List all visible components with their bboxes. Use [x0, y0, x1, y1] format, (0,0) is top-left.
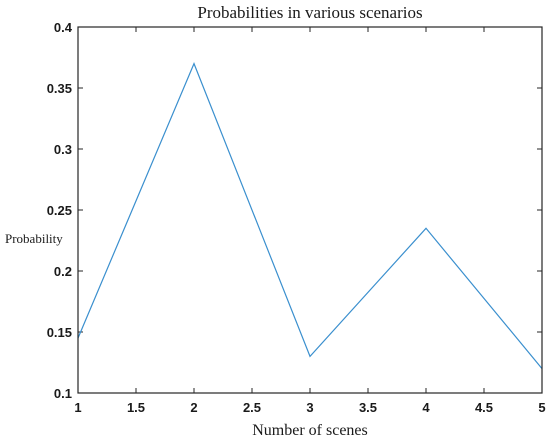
- x-tick-label: 1.5: [127, 400, 145, 415]
- y-tick-label: 0.25: [47, 203, 72, 218]
- chart-title: Probabilities in various scenarios: [197, 3, 422, 22]
- y-axis-label: Probability: [5, 231, 63, 246]
- x-tick-label: 1: [74, 400, 81, 415]
- x-tick-label: 5: [538, 400, 545, 415]
- x-axis-label: Number of scenes: [252, 422, 368, 439]
- y-tick-label: 0.1: [54, 386, 72, 401]
- x-tick-label: 2.5: [243, 400, 261, 415]
- y-tick-label: 0.2: [54, 264, 72, 279]
- x-tick-label: 2: [190, 400, 197, 415]
- y-tick-label: 0.35: [47, 81, 72, 96]
- series-line: [77, 62, 543, 369]
- x-tick-label: 4: [422, 400, 430, 415]
- x-tick-label: 4.5: [475, 400, 493, 415]
- x-tick-label: 3.5: [359, 400, 377, 415]
- y-tick-label: 0.4: [54, 20, 73, 35]
- plot-area-frame: [77, 26, 543, 394]
- y-tick-label: 0.3: [54, 142, 72, 157]
- x-tick-label: 3: [306, 400, 313, 415]
- y-tick-label: 0.15: [47, 325, 72, 340]
